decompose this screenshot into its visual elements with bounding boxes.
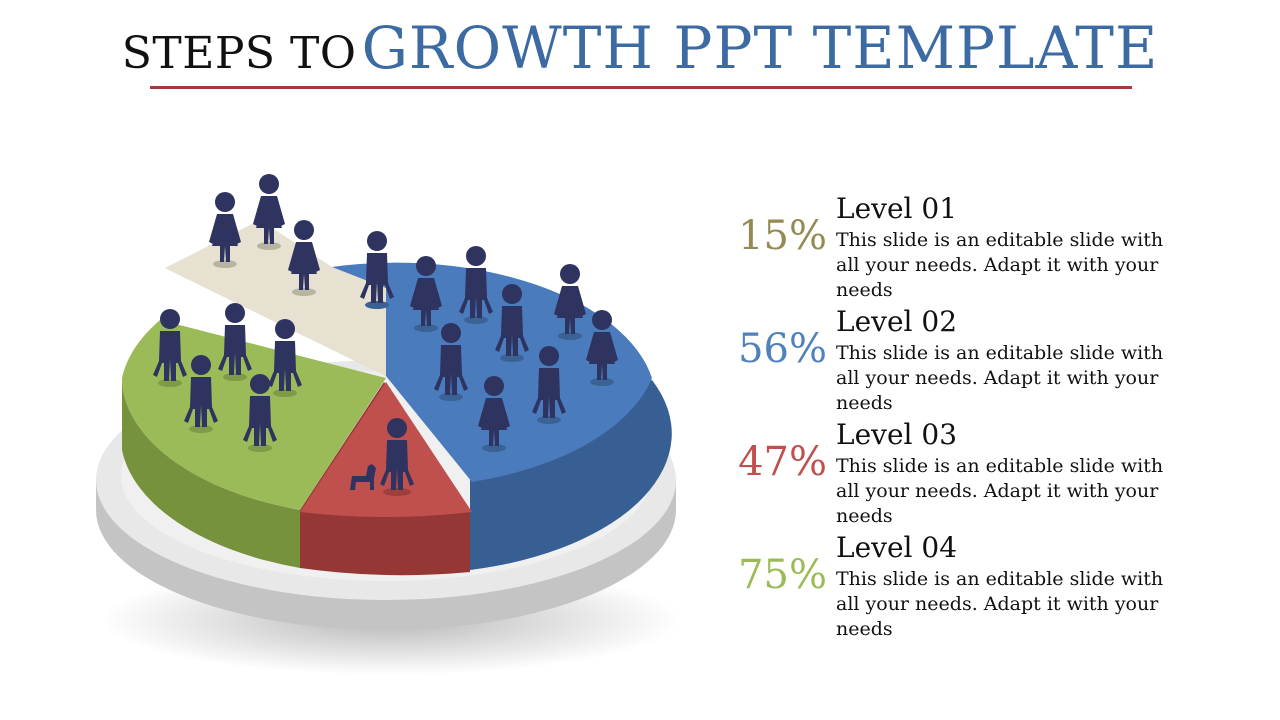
level-03-text: This slide is an editable slide with all… [836,455,1164,527]
level-item-01: 15% Level 01 This slide is an editable s… [735,192,1195,302]
dog-silhouette [350,464,376,490]
people-red-slice [350,418,414,496]
level-item-03: 47% Level 03 This slide is an editable s… [735,418,1195,528]
level-item-02: 56% Level 02 This slide is an editable s… [735,305,1195,415]
level-item-04: 75% Level 04 This slide is an editable s… [735,531,1195,641]
people-blue-slice [360,231,618,452]
title-prefix: STEPS TO [121,28,357,79]
level-04-percent: 75% [738,552,827,598]
level-02-percent: 56% [738,326,827,372]
level-03-label: Level 03 [836,418,958,451]
level-04-label: Level 04 [836,531,958,564]
level-04-text: This slide is an editable slide with all… [836,568,1164,640]
slice-red [300,382,472,517]
people-green-slice [153,303,302,452]
pie-chart-illustration [80,150,700,690]
people-cream-slice [209,174,320,296]
title-underline [150,86,1132,89]
level-02-text: This slide is an editable slide with all… [836,342,1164,414]
pie-chart-svg [96,174,680,675]
level-02-label: Level 02 [836,305,958,338]
level-03-percent: 47% [738,439,827,485]
title-main: GROWTH PPT TEMPLATE [361,14,1159,82]
level-01-text: This slide is an editable slide with all… [836,229,1164,301]
level-01-percent: 15% [738,213,827,259]
level-01-label: Level 01 [836,192,958,225]
slide-title: STEPS TO GROWTH PPT TEMPLATE [0,14,1280,82]
people-figures [153,174,618,496]
